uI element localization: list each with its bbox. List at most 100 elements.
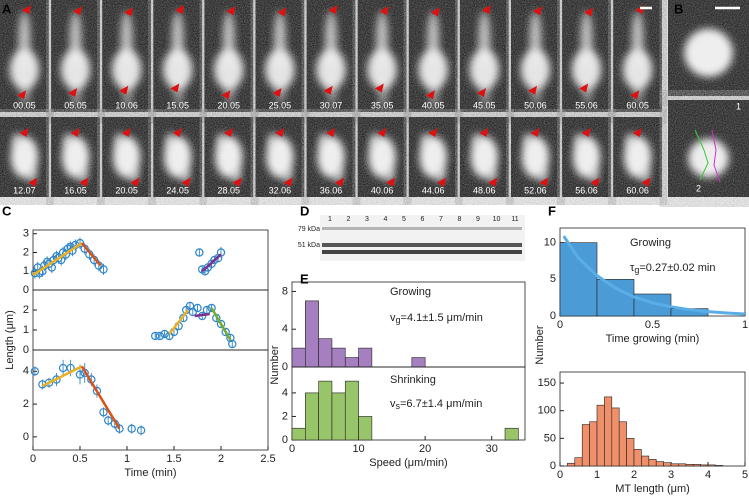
bar (641, 455, 650, 467)
lane-label: 2 (347, 216, 351, 223)
y-tick-label: 0 (282, 434, 288, 446)
blob (114, 133, 125, 149)
arrowhead (172, 128, 182, 137)
fit-line (194, 312, 210, 318)
arrowhead (476, 87, 486, 97)
arrowhead (79, 177, 89, 187)
x-axis-label: Time growing (min) (606, 333, 700, 345)
timestamp: 12.07 (13, 185, 36, 195)
timestamp: 20.05 (218, 100, 241, 110)
timestamp: 20.05 (115, 185, 138, 195)
arrowhead (175, 5, 185, 15)
x-tick-label: 0 (30, 453, 36, 465)
y-tick-label: 2 (23, 398, 29, 410)
blob (588, 166, 599, 183)
point (150, 331, 160, 341)
y-axis-label: Length (μm) (4, 310, 16, 370)
formula-main: v (390, 312, 396, 324)
blob (478, 11, 491, 68)
blob (77, 166, 88, 183)
blob (122, 76, 133, 108)
blob (384, 166, 395, 183)
bar (670, 463, 679, 467)
bar (411, 357, 426, 368)
blob (622, 49, 653, 90)
arrowhead (275, 128, 285, 137)
bar (305, 392, 319, 441)
bar (291, 347, 306, 368)
bar (318, 380, 333, 441)
bar (604, 396, 613, 467)
arrowhead (488, 177, 498, 187)
bar (596, 404, 605, 467)
timestamp: 45.05 (473, 100, 496, 110)
x-tick-label: 0.5 (72, 453, 87, 465)
blob (129, 166, 139, 183)
formula-rest: =0.27±0.02 min (639, 262, 715, 274)
blob (333, 166, 344, 183)
arrowhead (70, 128, 80, 137)
bar (596, 279, 635, 317)
bar (618, 421, 627, 467)
blob (325, 11, 337, 68)
y-tick-label: 2 (23, 304, 29, 316)
blob (173, 78, 184, 106)
timestamp: 55.06 (575, 100, 598, 110)
arrowhead (528, 85, 538, 95)
formula-rest: =4.1±1.5 μm/min (401, 312, 483, 324)
timestamp: 50.06 (524, 100, 547, 110)
y-tick-label: 0 (23, 284, 29, 296)
panel-label: C (2, 203, 12, 218)
bar (318, 338, 333, 368)
blob (571, 49, 602, 90)
blob (580, 11, 593, 68)
blob (9, 49, 40, 90)
blob (165, 133, 176, 149)
timestamp: 60.06 (626, 185, 649, 195)
formula: τg=0.27±0.02 min (630, 262, 715, 275)
formula-main: v (390, 398, 396, 410)
point (127, 424, 136, 433)
formula-main: τ (630, 262, 635, 274)
blob (486, 166, 497, 183)
arrowhead (479, 128, 489, 137)
timestamp: 44.06 (422, 185, 445, 195)
blob (421, 133, 431, 149)
arrowhead (170, 83, 180, 93)
y-tick-label: 4 (282, 387, 288, 399)
arrowhead (430, 7, 440, 17)
b-label: 1 (736, 101, 741, 111)
arrowhead (68, 87, 78, 97)
timestamp: 56.06 (575, 185, 598, 195)
blob (688, 138, 729, 178)
blob (316, 49, 346, 90)
bar (678, 463, 687, 467)
point (30, 367, 40, 376)
bar (567, 462, 576, 467)
point (99, 408, 108, 417)
point (61, 250, 71, 259)
blob (180, 166, 190, 183)
blob (523, 133, 533, 149)
blob (427, 11, 440, 68)
y-axis-label: Number (269, 345, 281, 384)
x-tick-label: 1 (594, 469, 600, 481)
panel-label: A (2, 1, 12, 16)
blob (163, 49, 193, 90)
blob (376, 11, 388, 68)
arrowhead (181, 177, 191, 187)
y-tick-label: 1 (23, 324, 29, 336)
timestamp: 05.05 (64, 100, 87, 110)
lane-label: 4 (384, 216, 388, 223)
timestamp: 10.06 (115, 100, 138, 110)
arrowhead (532, 6, 542, 16)
blob (274, 11, 286, 68)
point (207, 303, 216, 313)
arrowhead (630, 90, 640, 100)
x-tick-label: 1 (742, 319, 748, 331)
lane-label: 10 (493, 216, 501, 223)
bar (581, 424, 590, 467)
bar (707, 464, 716, 467)
x-tick-label: 3 (668, 469, 674, 481)
point (155, 331, 165, 341)
